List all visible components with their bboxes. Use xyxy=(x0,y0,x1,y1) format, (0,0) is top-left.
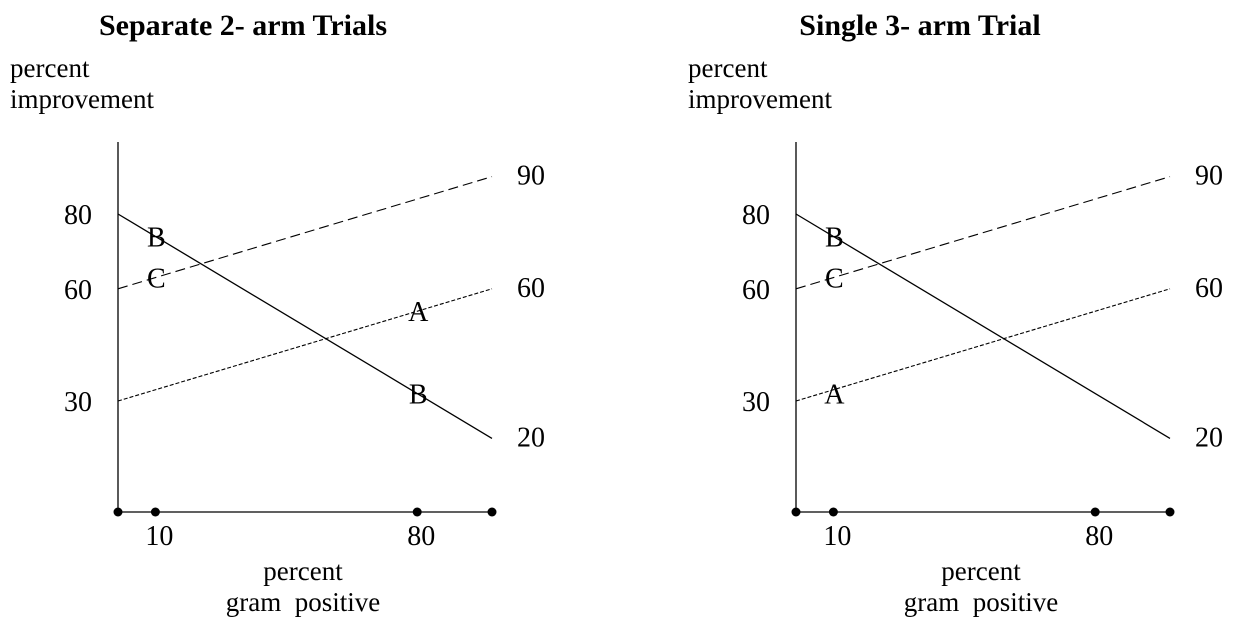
line-end-label: 60 xyxy=(1195,273,1223,304)
y-tick-label: 60 xyxy=(64,275,92,306)
y-tick-label: 30 xyxy=(742,387,770,418)
point-label-b: B xyxy=(147,222,166,253)
series-line-c xyxy=(117,176,493,290)
x-tick-label: 10 xyxy=(823,521,851,552)
y-axis-label-line1: percent xyxy=(10,53,90,83)
line-end-label: 20 xyxy=(1195,422,1223,453)
point-label-b: B xyxy=(409,380,428,411)
point-label-c: C xyxy=(147,264,166,295)
point-label-a: A xyxy=(408,297,429,328)
x-tick-mark xyxy=(1165,507,1175,517)
line-end-label: 60 xyxy=(517,273,545,304)
series-line-a xyxy=(117,288,493,402)
point-label-c: C xyxy=(825,264,844,295)
chart-title: Separate 2- arm Trials xyxy=(99,9,387,42)
point-label-b: B xyxy=(825,222,844,253)
series-line-c xyxy=(795,176,1171,290)
line-end-label: 90 xyxy=(517,161,545,192)
point-label-a: A xyxy=(824,380,845,411)
line-end-label: 90 xyxy=(1195,161,1223,192)
y-axis-label-line2: improvement xyxy=(10,84,154,114)
y-tick-label: 30 xyxy=(64,387,92,418)
x-tick-label: 80 xyxy=(407,521,435,552)
x-axis-label-line1: percent xyxy=(263,556,343,586)
y-tick-label: 60 xyxy=(742,275,770,306)
y-tick-label: 80 xyxy=(742,200,770,231)
panel-separate-trials: Separate 2- arm Trials percent improveme… xyxy=(10,9,545,617)
x-tick-mark xyxy=(791,507,801,517)
y-tick-label: 80 xyxy=(64,200,92,231)
line-end-label: 20 xyxy=(517,422,545,453)
x-tick-mark xyxy=(150,507,160,517)
y-axis-label-line1: percent xyxy=(688,53,768,83)
x-tick-mark xyxy=(487,507,497,517)
series-line-b xyxy=(795,213,1171,439)
x-tick-mark xyxy=(412,507,422,517)
x-axis-label-line2: gram positive xyxy=(904,587,1058,617)
x-tick-mark xyxy=(828,507,838,517)
y-axis-label-line2: improvement xyxy=(688,84,832,114)
series-line-a xyxy=(795,288,1171,402)
panel-single-trial: Single 3- arm Trial percent improvement … xyxy=(688,9,1223,617)
chart-title: Single 3- arm Trial xyxy=(799,9,1040,42)
x-tick-mark xyxy=(113,507,123,517)
series-line-b xyxy=(117,213,493,439)
x-axis-label-line2: gram positive xyxy=(226,587,380,617)
x-tick-mark xyxy=(1090,507,1100,517)
x-tick-label: 80 xyxy=(1085,521,1113,552)
x-axis-label-line1: percent xyxy=(941,556,1021,586)
x-tick-label: 10 xyxy=(145,521,173,552)
